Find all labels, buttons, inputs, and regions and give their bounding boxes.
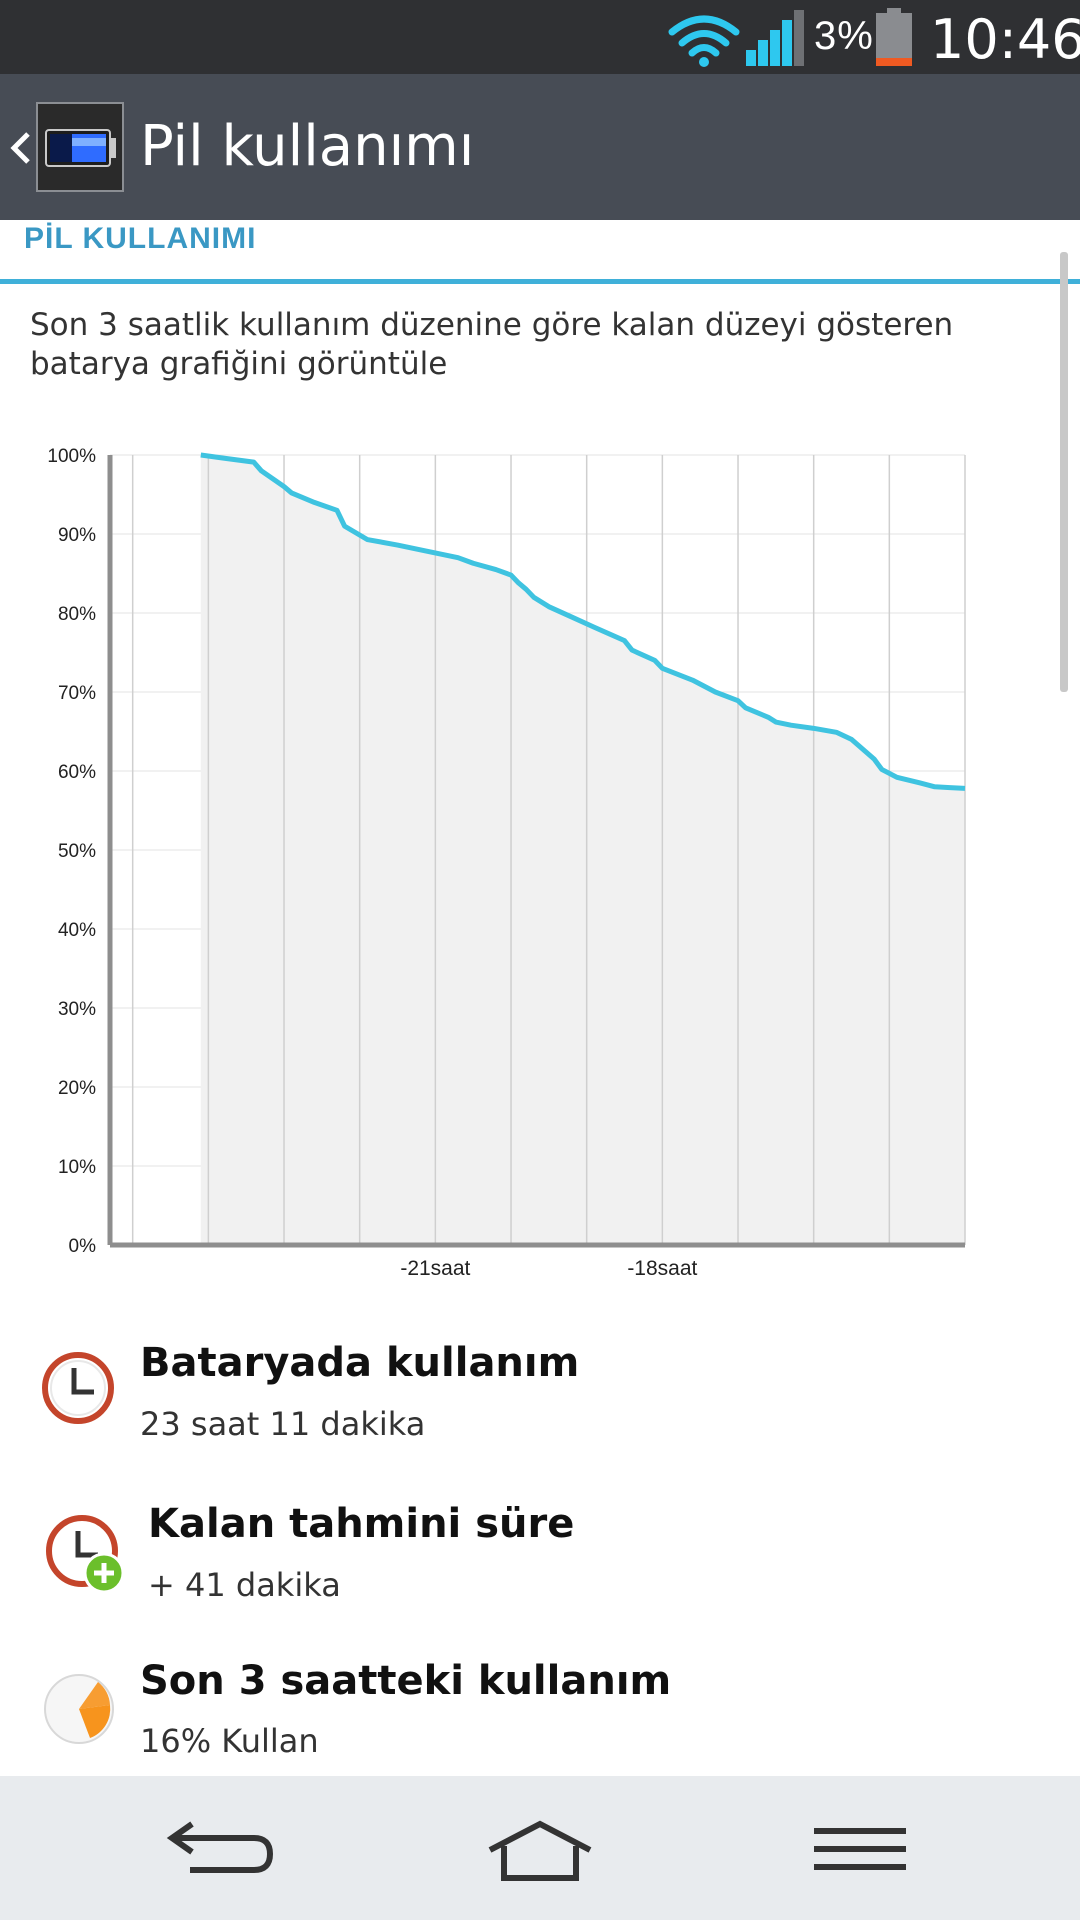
navigation-bar [0,1776,1080,1920]
menu-icon[interactable] [800,1816,920,1886]
item-title: Bataryada kullanım [140,1340,580,1386]
back-icon[interactable] [160,1816,280,1886]
battery-level-line [200,452,966,791]
section-divider [0,279,1080,284]
battery-icon [876,8,912,66]
battery-app-icon[interactable] [36,102,124,192]
chart-area-fill [200,455,966,1245]
page-title: Pil kullanımı [140,114,475,179]
signal-icon [746,10,804,66]
item-title: Son 3 saatteki kullanım [140,1658,672,1704]
scrollbar[interactable] [1060,252,1068,692]
y-tick-label: 100% [47,446,96,467]
battery-percent: 3% [814,14,874,58]
x-tick-label: -21saat [400,1257,470,1280]
home-icon[interactable] [480,1816,600,1886]
y-tick-label: 50% [58,841,96,862]
list-item-battery-usage[interactable]: Bataryada kullanım 23 saat 11 dakika [0,1330,1080,1480]
chart-description: Son 3 saatlik kullanım düzenine göre kal… [30,307,954,382]
y-tick-label: 60% [58,762,96,783]
list-item-remaining-time[interactable]: Kalan tahmini süre + 41 dakika [0,1491,1080,1641]
y-tick-label: 20% [58,1078,96,1099]
y-tick-label: 30% [58,999,96,1020]
y-tick-label: 10% [58,1157,96,1178]
section-header: PİL KULLANIMI [24,222,257,255]
back-chevron-icon[interactable] [6,128,34,168]
action-bar: Pil kullanımı [0,74,1080,220]
y-tick-label: 0% [69,1236,97,1257]
item-title: Kalan tahmini süre [148,1501,575,1547]
list-item-last-3h-usage[interactable]: Son 3 saatteki kullanım 16% Kullan [0,1652,1080,1802]
clock-plus-icon [46,1515,125,1594]
item-subtitle: 16% Kullan [140,1722,319,1760]
wifi-icon [668,15,740,67]
y-tick-label: 40% [58,920,96,941]
battery-chart: 100% 90% 80% 70% 60% 50% 40% 30% 20% 10% 0% -21saat… [47,446,966,1280]
status-bar: 3% 10:46 [0,0,1080,74]
pie-icon [44,1674,114,1744]
item-subtitle: + 41 dakika [148,1566,341,1604]
clock-icon [42,1352,114,1424]
y-tick-label: 80% [58,604,96,625]
x-tick-label: -18saat [627,1257,697,1280]
y-tick-label: 90% [58,525,96,546]
y-tick-label: 70% [58,683,96,704]
item-subtitle: 23 saat 11 dakika [140,1405,426,1443]
clock: 10:46 [930,8,1080,71]
